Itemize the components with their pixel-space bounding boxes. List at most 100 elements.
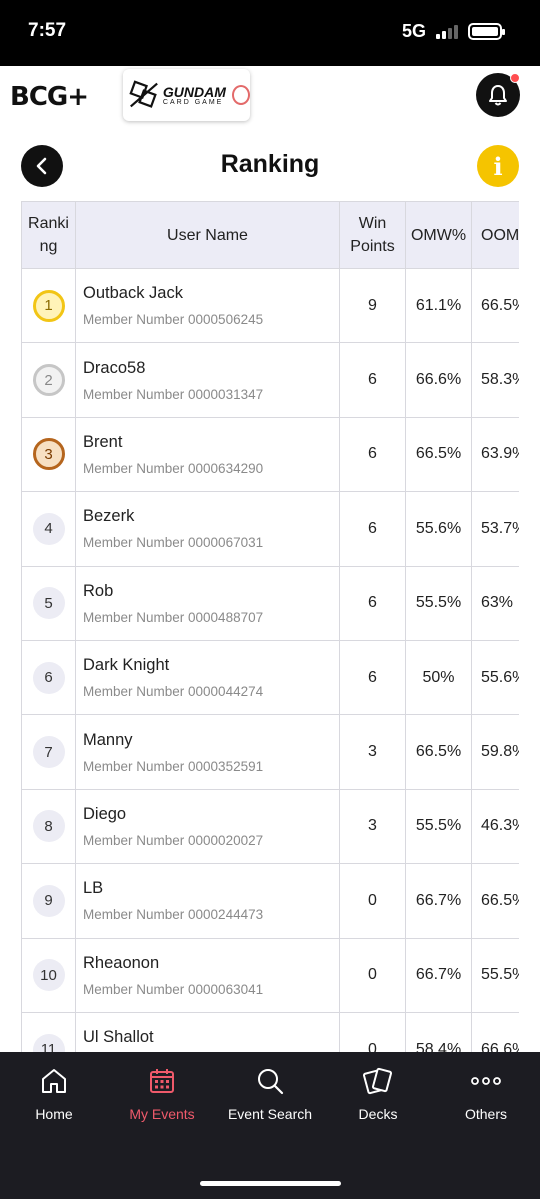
ranking-table: Ranki ng User Name Win Points OMW% OOMW … bbox=[21, 201, 519, 1052]
nav-my-events[interactable]: My Events bbox=[108, 1064, 216, 1122]
rank-cell: 9 bbox=[21, 863, 76, 939]
oomw-cell: 63% bbox=[471, 565, 519, 641]
rank-cell: 11 bbox=[21, 1011, 76, 1052]
calendar-icon bbox=[150, 1069, 174, 1093]
omw-cell: 58.4% bbox=[405, 1011, 472, 1052]
chevron-left-icon bbox=[36, 157, 47, 175]
home-icon bbox=[42, 1069, 66, 1093]
nav-my-events-label: My Events bbox=[129, 1106, 195, 1122]
table-row[interactable]: 4 Bezerk Member Number 0000067031 6 55.6% 53.… bbox=[21, 491, 519, 567]
nav-home[interactable]: Home bbox=[0, 1064, 108, 1122]
oomw-cell: 55.5% bbox=[471, 937, 519, 1013]
nav-event-search-label: Event Search bbox=[227, 1106, 313, 1122]
status-bar: 7:57 5G bbox=[0, 0, 540, 66]
rank-cell: 5 bbox=[21, 565, 76, 641]
table-row[interactable]: 11 Ul ShallotMember Number058.4%66.6% bbox=[21, 1011, 519, 1052]
rank-cell: 3 bbox=[21, 416, 76, 493]
rank-badge: 5 bbox=[32, 587, 65, 620]
oomw-cell: 59.8% bbox=[471, 714, 519, 790]
member-number: Member Number 0000634290 bbox=[83, 460, 264, 476]
header-user-name[interactable]: User Name bbox=[75, 201, 340, 269]
header-omw[interactable]: OMW% bbox=[405, 201, 472, 269]
oomw-cell: 53.7% bbox=[471, 491, 519, 567]
user-name: Rob bbox=[83, 581, 114, 600]
member-number: Member Number 0000244473 bbox=[83, 907, 264, 923]
rank-badge: 10 bbox=[32, 959, 65, 992]
user-name: Rheaonon bbox=[83, 953, 160, 972]
oomw-cell: 66.6% bbox=[471, 1011, 519, 1052]
win-points-cell: 6 bbox=[339, 416, 406, 493]
oomw-cell: 63.9% bbox=[471, 416, 519, 493]
table-row[interactable]: 3 Brent Member Number 0000634290 6 66.5% 63.9… bbox=[21, 416, 519, 493]
win-points-cell: 3 bbox=[339, 788, 406, 865]
notification-button[interactable] bbox=[476, 73, 520, 117]
win-points-cell: 9 bbox=[339, 267, 406, 344]
page-title: Ranking bbox=[220, 150, 320, 178]
member-number: Member Number 0000063041 bbox=[83, 981, 264, 997]
oomw-cell: 66.5% bbox=[471, 267, 519, 344]
notification-badge bbox=[510, 73, 520, 83]
win-points-cell: 6 bbox=[339, 639, 406, 716]
status-indicators: 5G bbox=[401, 21, 505, 42]
status-time: 7:57 bbox=[28, 20, 67, 41]
table-row[interactable]: 2 Draco58 Member Number 0000031347 6 66.6% 58… bbox=[21, 342, 519, 418]
omw-cell: 55.5% bbox=[405, 565, 472, 641]
home-indicator bbox=[200, 1181, 341, 1186]
app-header: BCG+ GUNDAM CARD GAME bbox=[0, 66, 540, 128]
rank-badge: 9 bbox=[32, 884, 65, 917]
user-name: Ul Shallot bbox=[83, 1028, 154, 1047]
rank-badge: 2 bbox=[32, 364, 65, 397]
ranking-table-container[interactable]: Ranki ng User Name Win Points OMW% OOMW … bbox=[21, 201, 519, 1052]
user-cell: LB Member Number 0000244473 bbox=[75, 863, 340, 939]
omw-cell: 55.5% bbox=[405, 788, 472, 865]
table-row[interactable]: 6 Dark Knight Member Number 0000044274 6 50%… bbox=[21, 639, 519, 716]
search-icon bbox=[258, 1069, 284, 1095]
member-number: Member Number 0000067031 bbox=[83, 535, 264, 551]
oomw-cell: 66.5% bbox=[471, 863, 519, 939]
table-row[interactable]: 9 LB Member Number 0000244473 066.7%66.5% bbox=[21, 863, 519, 939]
rank-cell: 10 bbox=[21, 937, 76, 1013]
win-points-cell: 0 bbox=[339, 1011, 406, 1052]
nav-event-search[interactable]: Event Search bbox=[216, 1064, 324, 1122]
nav-decks-label: Decks bbox=[358, 1106, 398, 1122]
oomw-cell: 55.6% bbox=[471, 639, 519, 716]
win-points-cell: 0 bbox=[339, 863, 406, 939]
user-cell: Ul ShallotMember Number bbox=[75, 1011, 340, 1052]
table-row[interactable]: 1 Outback Jack Member Number 0000506245 9 61… bbox=[21, 267, 519, 344]
oomw-cell: 58.3% bbox=[471, 342, 519, 418]
nav-home-label: Home bbox=[35, 1106, 73, 1122]
table-row[interactable]: 7 Manny Member Number 0000352591 3 66.5% 59.8… bbox=[21, 714, 519, 790]
more-icon bbox=[471, 1077, 501, 1085]
rank-cell: 4 bbox=[21, 491, 76, 567]
cards-icon bbox=[362, 1067, 393, 1095]
rank-cell: 8 bbox=[21, 788, 76, 865]
rank-badge: 1 bbox=[32, 289, 65, 322]
user-name: Outback Jack bbox=[83, 284, 183, 303]
member-number: Member Number 0000044274 bbox=[83, 684, 264, 700]
rank-badge: 7 bbox=[32, 736, 65, 769]
member-number: Member Number 0000031347 bbox=[83, 386, 264, 402]
member-number: Member Number 0000506245 bbox=[83, 312, 264, 328]
table-row[interactable]: 8 Diego Member Number 0000020027 3 55.5% 46.3… bbox=[21, 788, 519, 865]
table-row[interactable]: 5 Rob Member Number 0000488707 6 55.5% 63% bbox=[21, 565, 519, 641]
omw-cell: 66.6% bbox=[405, 342, 472, 418]
table-row[interactable]: 10 Rheaonon Member Number 0000063041 0 66.7%… bbox=[21, 937, 519, 1013]
user-cell: Bezerk Member Number 0000067031 bbox=[75, 491, 340, 567]
network-type: 5G bbox=[401, 21, 426, 41]
header-win-points[interactable]: Win Points bbox=[339, 201, 406, 269]
rank-cell: 7 bbox=[21, 714, 76, 790]
user-cell: Brent Member Number 0000634290 bbox=[75, 416, 340, 493]
omw-cell: 66.7% bbox=[405, 937, 472, 1013]
rank-badge: 11 bbox=[32, 1033, 65, 1052]
nav-others[interactable]: Others bbox=[432, 1064, 540, 1122]
win-points-cell: 0 bbox=[339, 937, 406, 1013]
nav-decks[interactable]: Decks bbox=[324, 1064, 432, 1122]
header-ranking[interactable]: Ranki ng bbox=[21, 201, 76, 269]
gundam-card-game-logo[interactable]: GUNDAM CARD GAME bbox=[123, 69, 250, 121]
oomw-cell: 46.3% bbox=[471, 788, 519, 865]
signal-icon bbox=[436, 24, 458, 39]
back-button[interactable] bbox=[21, 145, 63, 187]
header-oomw[interactable]: OOMW bbox=[471, 201, 519, 269]
info-button[interactable]: i bbox=[477, 145, 519, 187]
gundam-ring-icon bbox=[231, 85, 250, 105]
